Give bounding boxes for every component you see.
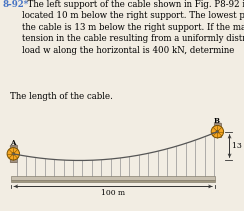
Text: 13 m: 13 m xyxy=(232,142,244,150)
Text: B: B xyxy=(214,117,220,125)
Text: 100 m: 100 m xyxy=(101,189,125,197)
Circle shape xyxy=(211,125,224,138)
Bar xyxy=(11,180,215,182)
Text: A: A xyxy=(10,139,15,147)
Circle shape xyxy=(216,130,219,133)
Bar xyxy=(10,145,17,162)
Text: 8-92*: 8-92* xyxy=(3,0,29,9)
Text: The length of the cable.: The length of the cable. xyxy=(10,92,113,101)
Circle shape xyxy=(7,148,20,160)
Bar xyxy=(214,123,221,137)
Circle shape xyxy=(12,153,15,155)
Text: The left support of the cable shown in Fig. P8-92 is
located 10 m below the righ: The left support of the cable shown in F… xyxy=(22,0,244,55)
Bar xyxy=(11,176,215,180)
